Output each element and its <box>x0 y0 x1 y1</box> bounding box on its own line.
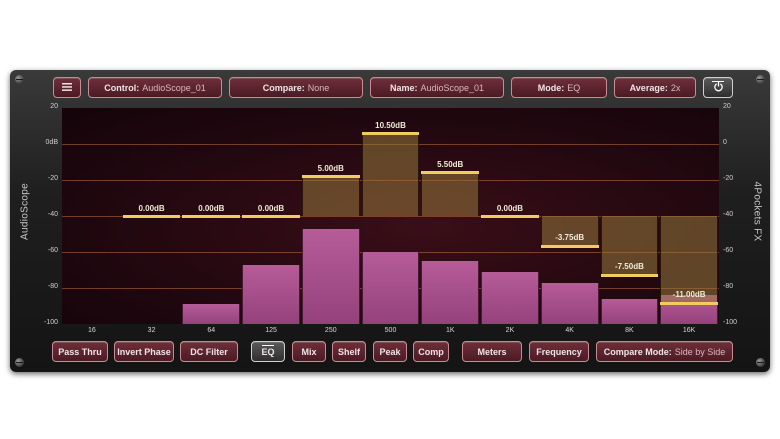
spectrum-bar <box>242 264 300 324</box>
mode-label: Mode: <box>537 82 565 93</box>
eq-band-label: 10.50dB <box>375 120 406 130</box>
compare-selector[interactable]: Compare: None <box>229 77 363 98</box>
y-tick-label-right: 20 <box>723 103 731 110</box>
spectrum-bar <box>600 298 659 324</box>
dc-filter-button[interactable]: DC Filter <box>180 341 238 362</box>
y-tick-label-right: -60 <box>723 247 734 254</box>
y-tick-label-right: -80 <box>723 283 734 290</box>
x-tick-label: 32 <box>147 327 156 334</box>
spectrum-bar <box>540 282 599 324</box>
control-selector[interactable]: Control: AudioScope_01 <box>88 77 222 98</box>
grid-line <box>62 216 719 217</box>
eq-band-label: -7.50dB <box>614 262 644 272</box>
x-tick-label: 500 <box>384 327 397 334</box>
compare-value: None <box>307 82 330 93</box>
frequency-button[interactable]: Frequency <box>529 341 589 362</box>
eq-band-label: 0.00dB <box>138 204 165 213</box>
compare-mode-value: Side by Side <box>674 346 726 357</box>
screw-top-right <box>756 75 765 84</box>
eq-band-fill <box>540 216 599 246</box>
screw-bottom-right <box>756 358 765 367</box>
average-value: 2x <box>670 82 681 93</box>
y-tick-label-right: -20 <box>723 175 734 182</box>
eq-band-label: 0.00dB <box>257 204 285 213</box>
y-tick-label-right: 0 <box>723 139 727 146</box>
x-tick-label: 1K <box>445 327 455 334</box>
y-tick-label-left: 20 <box>50 103 58 110</box>
y-tick-label-left: -100 <box>43 319 58 326</box>
y-tick-label-left: -60 <box>47 247 58 254</box>
meters-button[interactable]: Meters <box>462 341 522 362</box>
eq-band-handle[interactable] <box>361 131 420 135</box>
power-icon <box>713 81 724 94</box>
eq-band-handle[interactable] <box>660 302 718 306</box>
control-label: Control: <box>104 82 140 93</box>
x-tick-label: 250 <box>324 327 337 334</box>
eq-band-handle[interactable] <box>421 171 480 175</box>
shelf-mode-button[interactable]: Shelf <box>332 341 366 362</box>
eq-band-label: 0.00dB <box>496 204 524 213</box>
compare-mode-label: Compare Mode: <box>603 346 672 357</box>
mix-mode-button[interactable]: Mix <box>292 341 326 362</box>
control-value: AudioScope_01 <box>142 82 206 93</box>
eq-band-label: -11.00dB <box>672 290 706 300</box>
x-tick-label: 2K <box>505 327 515 334</box>
spectrum-bar <box>421 261 480 324</box>
screw-top-left <box>15 75 24 84</box>
spectrum-plot[interactable]: 0.00dB 0.00dB 0.00dB 5.00dB 10.50dB 5.50dB 0.0… <box>62 108 719 324</box>
y-tick-label-right: -40 <box>723 211 734 218</box>
eq-band-handle[interactable] <box>301 175 360 179</box>
pass-thru-button[interactable]: Pass Thru <box>52 341 108 362</box>
y-tick-label-left: -80 <box>47 283 58 290</box>
eq-band-label: 5.00dB <box>317 164 344 174</box>
eq-band-label: -3.75dB <box>555 232 585 242</box>
average-selector[interactable]: Average: 2x <box>614 77 696 98</box>
y-tick-label-right: -100 <box>723 319 738 326</box>
screw-bottom-left <box>15 358 24 367</box>
eq-band-fill <box>301 176 360 216</box>
eq-band-handle[interactable] <box>481 215 539 218</box>
eq-band-label: 5.50dB <box>437 160 464 170</box>
spectrum-bar <box>481 271 539 324</box>
eq-band-handle[interactable] <box>600 274 659 278</box>
eq-band-fill <box>421 172 480 216</box>
eq-band-label: 0.00dB <box>198 204 225 213</box>
mode-selector[interactable]: Mode: EQ <box>511 77 607 98</box>
eq-band-fill <box>660 216 718 304</box>
comp-mode-button[interactable]: Comp <box>413 341 449 362</box>
x-tick-label: 16K <box>682 327 696 334</box>
x-tick-label: 4K <box>565 327 574 334</box>
name-value: AudioScope_01 <box>420 82 485 93</box>
y-tick-label-left: 0dB <box>45 139 58 146</box>
invert-phase-button[interactable]: Invert Phase <box>114 341 174 362</box>
eq-band-fill <box>361 132 420 216</box>
y-tick-label-left: -40 <box>47 211 58 218</box>
eq-band-handle[interactable] <box>540 244 599 248</box>
x-tick-label: 125 <box>265 327 277 334</box>
x-tick-label: 8K <box>625 327 634 334</box>
eq-band-handle[interactable] <box>122 215 181 218</box>
eq-band-handle[interactable] <box>182 215 241 218</box>
menu-button[interactable] <box>53 77 81 98</box>
brand-label: 4Pockets FX <box>751 181 763 242</box>
power-button[interactable] <box>703 77 733 98</box>
hamburger-menu-icon <box>62 82 72 93</box>
compare-mode-selector[interactable]: Compare Mode: Side by Side <box>596 341 733 362</box>
name-label: Name: <box>389 82 418 93</box>
x-tick-label: 64 <box>207 327 216 334</box>
spectrum-bar <box>182 304 241 324</box>
eq-mode-button[interactable]: EQ <box>251 341 285 362</box>
app-name-label: AudioScope <box>19 183 31 240</box>
eq-band-handle[interactable] <box>242 215 300 218</box>
average-label: Average: <box>629 82 668 93</box>
mode-value: EQ <box>567 82 581 93</box>
y-tick-label-left: -20 <box>47 175 58 182</box>
compare-label: Compare: <box>262 82 305 93</box>
eq-band-fill <box>600 216 659 276</box>
x-tick-label: 16 <box>87 327 96 334</box>
name-field[interactable]: Name: AudioScope_01 <box>370 77 504 98</box>
spectrum-bar <box>361 252 420 324</box>
spectrum-bar <box>301 228 360 324</box>
peak-mode-button[interactable]: Peak <box>373 341 407 362</box>
